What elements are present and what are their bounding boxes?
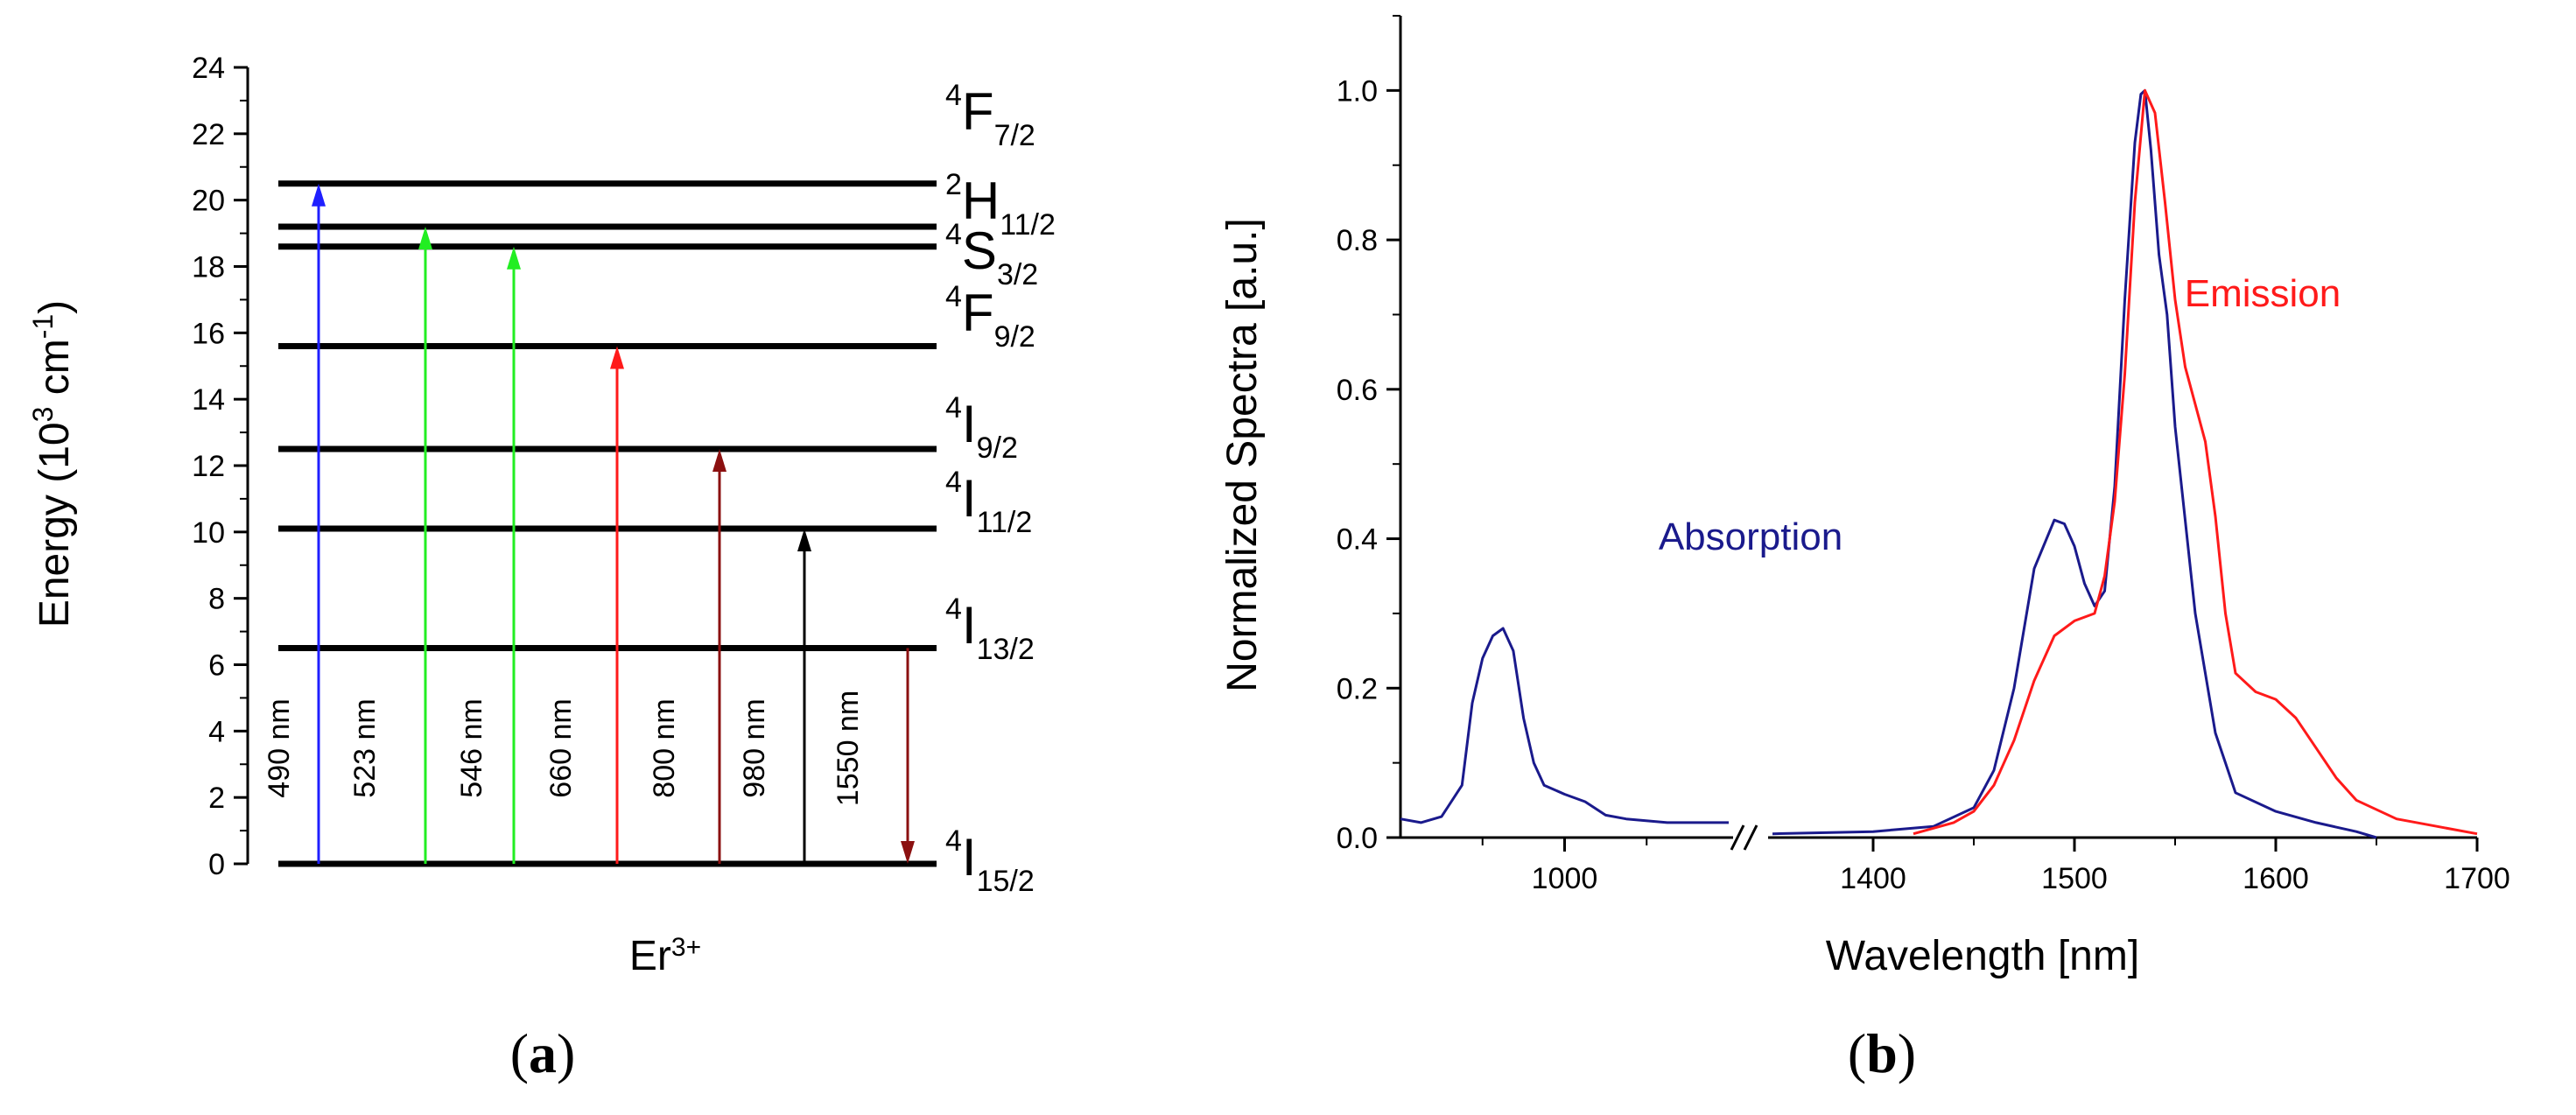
level-label-4I15/2: 4I15/2: [945, 824, 1035, 898]
transition-arrowhead-3: [610, 346, 624, 369]
transition-arrowhead-6: [901, 841, 915, 864]
y-tick-label-3: 6: [208, 649, 225, 683]
y-tick-label-6: 12: [192, 450, 225, 483]
level-label-4S3/2: 4S3/2: [945, 218, 1038, 291]
emission-annotation: Emission: [2185, 272, 2341, 315]
transition-arrowhead-1: [418, 227, 432, 249]
b-x-tick-label-0: 1000: [1532, 862, 1598, 895]
b-x-tick-label-3: 1600: [2243, 862, 2309, 895]
panel-a-y-axis-title: Energy (103 cm-1): [27, 300, 78, 628]
level-label-4F7/2: 4F7/2: [945, 79, 1035, 152]
transition-arrowhead-0: [312, 183, 326, 207]
b-y-tick-label-4: 0.8: [1337, 224, 1378, 257]
transition-label-5: 980 nm: [738, 698, 771, 797]
panel-b-label: (b): [1848, 1022, 1916, 1084]
panel-b-x-axis-title: Wavelength [nm]: [1826, 933, 2139, 979]
transition-arrowhead-5: [797, 529, 811, 552]
transition-label-2: 546 nm: [455, 698, 488, 797]
b-y-tick-label-0: 0.0: [1337, 822, 1378, 855]
level-label-4I11/2: 4I11/2: [945, 466, 1032, 539]
b-y-tick-label-5: 1.0: [1337, 74, 1378, 108]
transition-label-4: 800 nm: [648, 698, 681, 797]
panel-b-series: [1400, 88, 2478, 839]
y-tick-label-12: 24: [192, 52, 225, 85]
b-y-tick-label-3: 0.6: [1337, 374, 1378, 407]
transition-arrowhead-2: [507, 246, 521, 270]
panel-a-label: (a): [510, 1022, 576, 1084]
y-tick-label-1: 2: [208, 782, 225, 815]
panel-b-y-axis-title: Normalized Spectra [a.u.]: [1219, 218, 1266, 692]
panel-b-spectra-chart: 0.00.20.40.60.81.0 1000 1400 1500 1600 1700 …: [1219, 15, 2510, 1084]
y-tick-label-8: 16: [192, 317, 225, 350]
panel-b-x-ticks: 1000 1400 1500 1600 1700: [1481, 838, 2510, 895]
panel-a-x-axis-title: Er3+: [629, 933, 701, 980]
level-label-4I13/2: 4I13/2: [945, 593, 1035, 666]
level-label-4F9/2: 4F9/2: [945, 280, 1035, 354]
absorption-annotation: Absorption: [1659, 515, 1843, 558]
transition-label-6: 1550 nm: [832, 691, 865, 806]
b-y-tick-label-1: 0.2: [1337, 672, 1378, 705]
transition-arrowhead-4: [712, 449, 726, 473]
y-tick-label-11: 22: [192, 118, 225, 151]
b-x-tick-label-1: 1400: [1840, 862, 1906, 895]
panel-b-axes: [1399, 16, 2477, 851]
panel-b-y-ticks: 0.0 0.2 0.4 0.6 0.8 1.0: [1337, 15, 1400, 855]
series-absorption-line-0: [1400, 627, 1729, 824]
level-label-2H11/2: 2H11/2: [945, 168, 1056, 242]
series-emission-line-1: [1913, 88, 2478, 836]
y-tick-label-2: 4: [208, 715, 225, 748]
y-tick-label-5: 10: [192, 516, 225, 550]
level-label-4I9/2: 4I9/2: [945, 391, 1018, 465]
transition-label-0: 490 nm: [263, 698, 296, 797]
y-tick-label-4: 8: [208, 583, 225, 616]
y-tick-label-10: 20: [192, 185, 225, 218]
transition-wavelength-labels: 490 nm 523 nm 546 nm 660 nm 800 nm 980 nm 1550…: [263, 691, 865, 806]
y-tick-label-7: 14: [192, 383, 225, 417]
series-absorption-line-1: [1772, 88, 2377, 839]
y-tick-label-0: 0: [208, 848, 225, 881]
b-x-tick-label-2: 1500: [2041, 862, 2108, 895]
transition-arrows: [312, 183, 915, 864]
b-x-tick-label-4: 1700: [2444, 862, 2510, 895]
b-y-tick-label-2: 0.4: [1337, 523, 1378, 557]
axis-break-mark-2: [1743, 824, 1758, 851]
axis-break-mark-1: [1730, 824, 1745, 851]
transition-label-1: 523 nm: [348, 698, 382, 797]
y-tick-label-9: 18: [192, 251, 225, 284]
energy-levels: [278, 180, 937, 867]
transition-label-3: 660 nm: [544, 698, 578, 797]
